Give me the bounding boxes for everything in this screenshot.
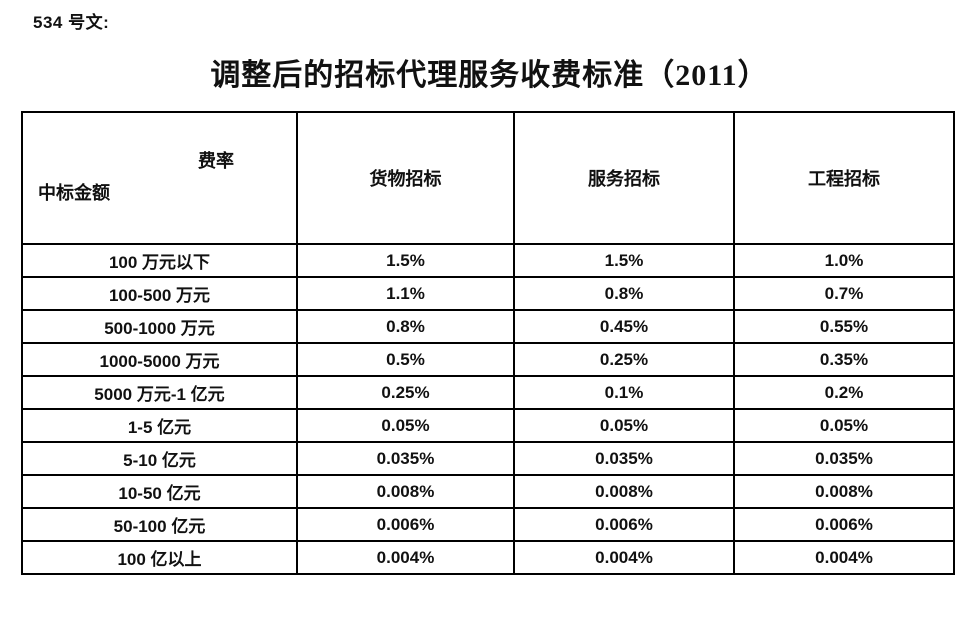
row-label: 5000 万元-1 亿元 bbox=[21, 375, 298, 410]
fee-cell: 0.006% bbox=[513, 507, 735, 542]
table-row: 500-1000 万元 0.8% 0.45% 0.55% bbox=[21, 309, 955, 344]
fee-cell: 0.8% bbox=[513, 276, 735, 311]
fee-cell: 0.035% bbox=[296, 441, 515, 476]
row-label: 1-5 亿元 bbox=[21, 408, 298, 443]
table-row: 100 万元以下 1.5% 1.5% 1.0% bbox=[21, 243, 955, 278]
row-label: 100 万元以下 bbox=[21, 243, 298, 278]
corner-label-bid-amount: 中标金额 bbox=[38, 183, 110, 203]
table-header-row: 费率 中标金额 货物招标 服务招标 工程招标 bbox=[21, 111, 955, 245]
fee-cell: 0.8% bbox=[296, 309, 515, 344]
table-row: 1-5 亿元 0.05% 0.05% 0.05% bbox=[21, 408, 955, 443]
fee-cell: 1.5% bbox=[513, 243, 735, 278]
fee-cell: 0.2% bbox=[733, 375, 955, 410]
doc-number-label: 534 号文: bbox=[33, 13, 110, 32]
fee-cell: 0.45% bbox=[513, 309, 735, 344]
fee-cell: 0.7% bbox=[733, 276, 955, 311]
fee-cell: 1.1% bbox=[296, 276, 515, 311]
row-label: 5-10 亿元 bbox=[21, 441, 298, 476]
fee-cell: 0.05% bbox=[733, 408, 955, 443]
row-label: 100-500 万元 bbox=[21, 276, 298, 311]
fee-cell: 0.05% bbox=[513, 408, 735, 443]
fee-cell: 0.05% bbox=[296, 408, 515, 443]
table-row: 5-10 亿元 0.035% 0.035% 0.035% bbox=[21, 441, 955, 476]
fee-cell: 0.35% bbox=[733, 342, 955, 377]
row-label: 50-100 亿元 bbox=[21, 507, 298, 542]
fee-cell: 1.0% bbox=[733, 243, 955, 278]
table-row: 5000 万元-1 亿元 0.25% 0.1% 0.2% bbox=[21, 375, 955, 410]
corner-header-cell: 费率 中标金额 bbox=[21, 111, 298, 245]
fee-cell: 0.25% bbox=[513, 342, 735, 377]
row-label: 100 亿以上 bbox=[21, 540, 298, 575]
fee-cell: 0.55% bbox=[733, 309, 955, 344]
page-title: 调整后的招标代理服务收费标准（2011） bbox=[210, 59, 769, 92]
table-row: 1000-5000 万元 0.5% 0.25% 0.35% bbox=[21, 342, 955, 377]
fee-cell: 0.004% bbox=[513, 540, 735, 575]
row-label: 10-50 亿元 bbox=[21, 474, 298, 509]
fee-cell: 0.035% bbox=[513, 441, 735, 476]
fee-table: 费率 中标金额 货物招标 服务招标 工程招标 100 万元以下 1.5% 1.5… bbox=[21, 111, 955, 575]
column-header-goods-bidding: 货物招标 bbox=[296, 111, 515, 245]
fee-cell: 0.008% bbox=[513, 474, 735, 509]
fee-cell: 0.5% bbox=[296, 342, 515, 377]
fee-cell: 0.25% bbox=[296, 375, 515, 410]
table-row: 100-500 万元 1.1% 0.8% 0.7% bbox=[21, 276, 955, 311]
column-header-service-bidding: 服务招标 bbox=[513, 111, 735, 245]
row-label: 1000-5000 万元 bbox=[21, 342, 298, 377]
fee-cell: 0.008% bbox=[296, 474, 515, 509]
fee-cell: 0.006% bbox=[296, 507, 515, 542]
fee-cell: 0.1% bbox=[513, 375, 735, 410]
row-label: 500-1000 万元 bbox=[21, 309, 298, 344]
fee-cell: 0.006% bbox=[733, 507, 955, 542]
fee-cell: 0.008% bbox=[733, 474, 955, 509]
corner-label-fee-rate: 费率 bbox=[198, 151, 234, 171]
fee-cell: 0.035% bbox=[733, 441, 955, 476]
fee-cell: 0.004% bbox=[733, 540, 955, 575]
table-row: 10-50 亿元 0.008% 0.008% 0.008% bbox=[21, 474, 955, 509]
fee-cell: 1.5% bbox=[296, 243, 515, 278]
table-row: 50-100 亿元 0.006% 0.006% 0.006% bbox=[21, 507, 955, 542]
fee-cell: 0.004% bbox=[296, 540, 515, 575]
column-header-engineering-bidding: 工程招标 bbox=[733, 111, 955, 245]
table-row: 100 亿以上 0.004% 0.004% 0.004% bbox=[21, 540, 955, 575]
